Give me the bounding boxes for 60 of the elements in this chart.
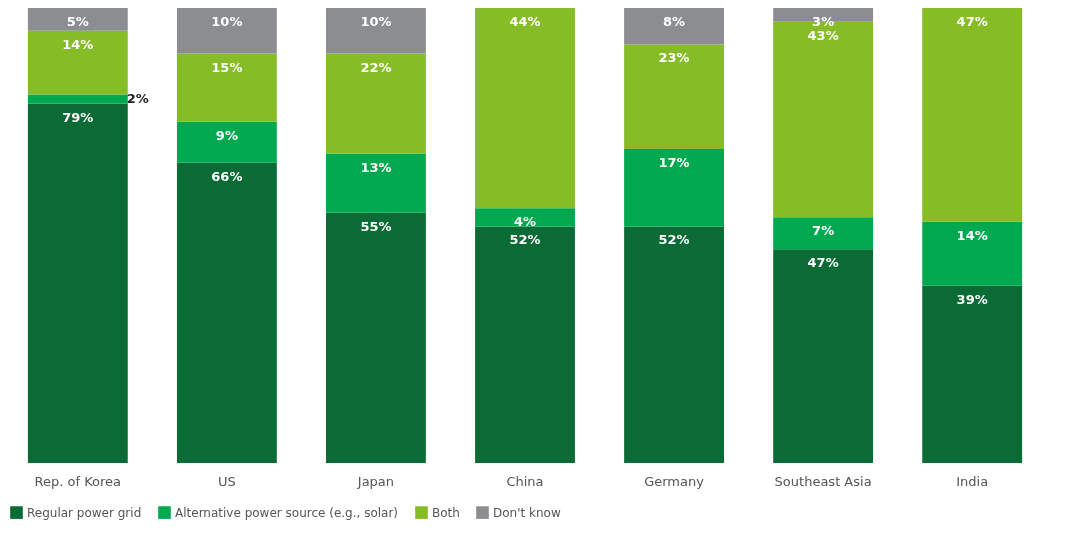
data-label: 79% <box>62 109 94 125</box>
data-label: 14% <box>956 227 988 243</box>
bar <box>27 103 128 463</box>
data-label: 47% <box>807 255 839 271</box>
data-label: 9% <box>215 127 238 143</box>
data-label: 66% <box>211 168 243 184</box>
bar <box>922 221 1023 286</box>
data-label: 15% <box>211 59 243 75</box>
data-label: 3% <box>812 14 835 29</box>
bar <box>773 249 874 463</box>
x-tick-label: India <box>956 473 989 489</box>
data-label: 55% <box>360 218 392 234</box>
data-label: 7% <box>812 223 835 239</box>
x-tick-label: China <box>506 473 544 489</box>
x-tick-label: Rep. of Korea <box>34 473 122 489</box>
bar <box>624 44 724 150</box>
bar <box>475 208 575 227</box>
bar <box>475 226 575 463</box>
x-tick-label: US <box>217 473 236 489</box>
bar <box>624 8 724 45</box>
data-label: 17% <box>658 155 690 171</box>
x-tick-label: Southeast Asia <box>774 473 872 489</box>
bar <box>27 30 128 95</box>
bar <box>326 53 426 154</box>
legend-label: Both <box>432 505 460 520</box>
data-label: 13% <box>360 159 392 175</box>
data-label: 10% <box>360 14 392 29</box>
data-label: 8% <box>663 14 686 29</box>
bar <box>922 285 1023 463</box>
bar <box>326 212 426 463</box>
data-label: 23% <box>658 50 690 66</box>
bar <box>176 162 277 463</box>
bar <box>176 53 277 122</box>
bar <box>176 121 277 163</box>
data-label: 52% <box>509 232 541 248</box>
legend-label: Alternative power source (e.g., solar) <box>175 505 399 520</box>
bar <box>922 8 1023 222</box>
bar <box>176 8 277 54</box>
legend-label: Don't know <box>493 505 561 520</box>
bar <box>27 8 128 31</box>
data-label: 10% <box>211 14 243 29</box>
data-label: 39% <box>956 291 988 307</box>
bar <box>27 94 128 104</box>
bar <box>475 8 575 209</box>
bar <box>326 153 426 213</box>
legend-label: Regular power grid <box>27 505 142 520</box>
data-label: 14% <box>62 36 94 52</box>
data-label: 44% <box>509 14 541 29</box>
x-tick-label: Japan <box>356 473 395 489</box>
x-tick-label: Germany <box>644 473 705 489</box>
bar <box>624 149 724 227</box>
data-label: 5% <box>66 14 89 29</box>
bar <box>773 217 874 250</box>
data-label: 43% <box>807 27 839 43</box>
data-label: 4% <box>513 214 537 230</box>
bar <box>624 226 724 463</box>
data-label: 47% <box>956 14 988 29</box>
data-label: 22% <box>360 59 392 75</box>
data-label: 52% <box>658 232 690 248</box>
bar <box>326 8 426 54</box>
